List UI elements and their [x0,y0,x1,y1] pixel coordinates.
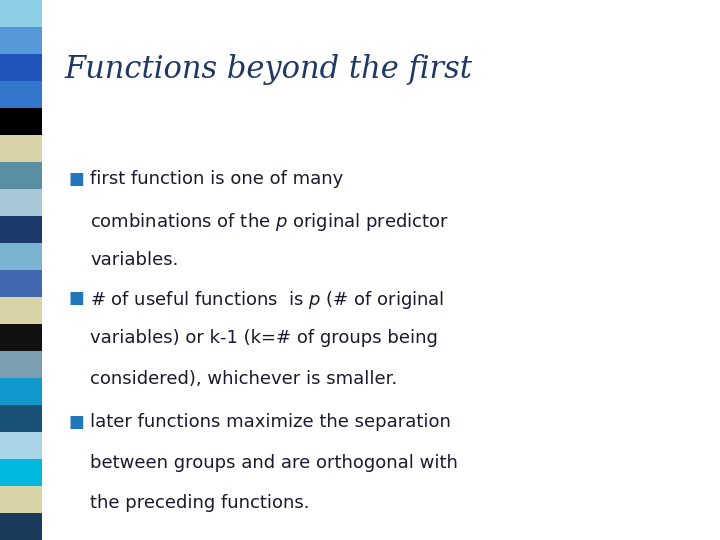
Bar [0,270,42,297]
Bar [0,27,42,54]
Bar [0,189,42,216]
Bar [0,486,42,513]
Bar [0,297,42,324]
Bar [0,0,42,27]
Bar [0,162,42,189]
Bar [0,513,42,540]
Bar [0,405,42,432]
Bar [0,108,42,135]
Text: Functions beyond the first: Functions beyond the first [65,54,473,85]
Text: the preceding functions.: the preceding functions. [90,494,310,512]
Text: combinations of the $\mathit{p}$ original predictor: combinations of the $\mathit{p}$ origina… [90,211,449,233]
Bar [0,54,42,81]
Text: first function is one of many: first function is one of many [90,170,343,188]
Bar [0,432,42,459]
Text: considered), whichever is smaller.: considered), whichever is smaller. [90,370,397,388]
Text: # of useful functions  is $\mathit{p}$ (# of original: # of useful functions is $\mathit{p}$ (#… [90,289,444,311]
Bar [0,459,42,486]
Text: ■: ■ [68,289,84,307]
Bar [0,351,42,378]
Text: later functions maximize the separation: later functions maximize the separation [90,413,451,431]
Text: variables) or k-1 (k=# of groups being: variables) or k-1 (k=# of groups being [90,329,438,347]
Bar [0,378,42,405]
Bar [0,81,42,108]
Text: ■: ■ [68,170,84,188]
Text: between groups and are orthogonal with: between groups and are orthogonal with [90,454,458,471]
Bar [0,135,42,162]
Text: ■: ■ [68,413,84,431]
Bar [0,216,42,243]
Bar [0,324,42,351]
Bar [0,243,42,270]
Text: variables.: variables. [90,251,179,269]
